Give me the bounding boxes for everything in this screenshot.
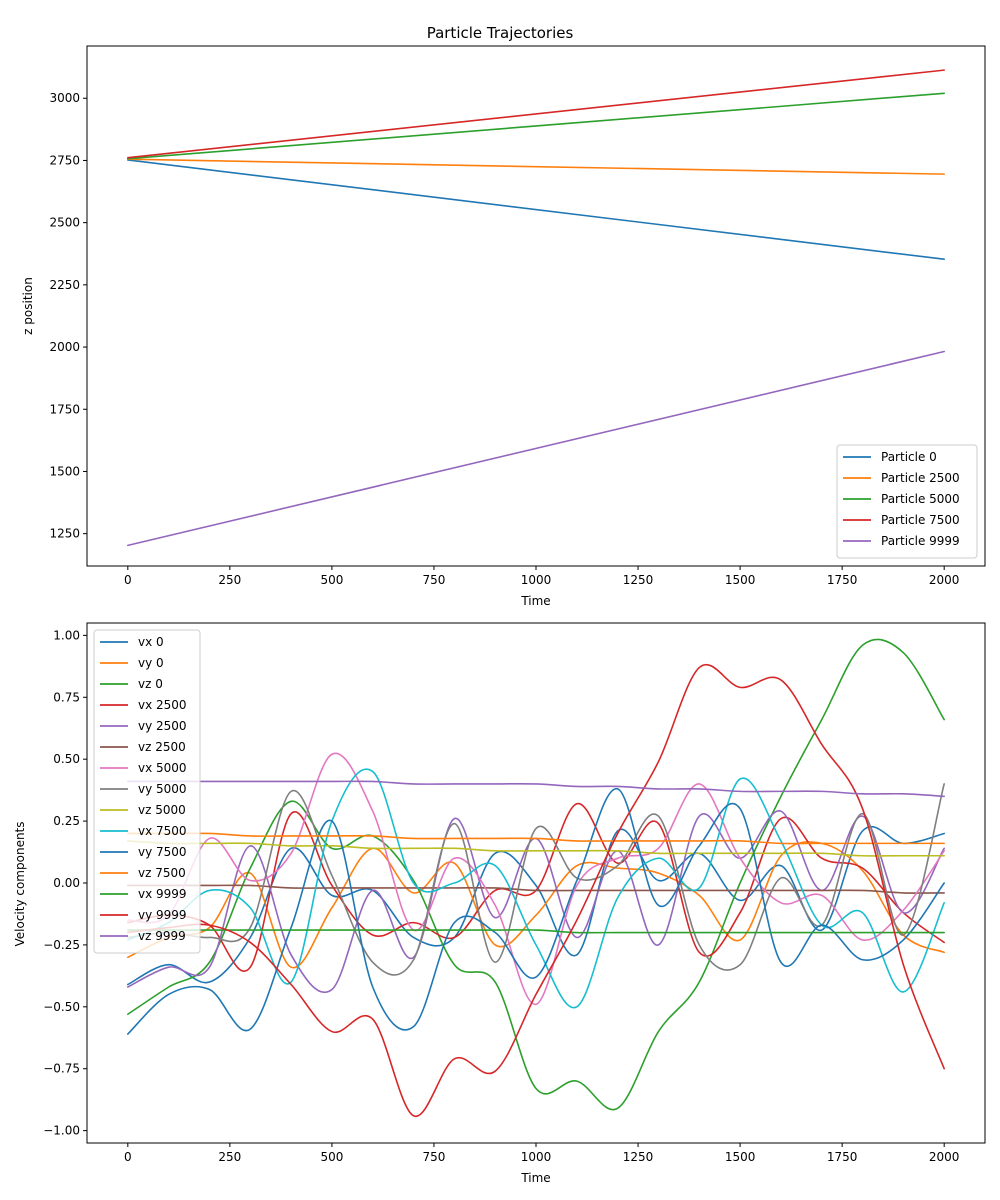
legend-frame — [836, 444, 978, 559]
legend-label: vz 9999 — [138, 929, 186, 943]
legend-label: vz 7500 — [138, 866, 186, 880]
x-tick-label: 250 — [218, 573, 241, 587]
trajectory-plot-area: 0 250 500 750 1000 1250 1500 1750 2000 1250 1500 17… — [49, 45, 986, 587]
y-tick-label: −0.75 — [43, 1062, 80, 1076]
trajectory-panel: Particle Trajectories Time z position 0 2… — [21, 24, 986, 608]
series-line-vx-2500 — [127, 802, 945, 972]
legend-label: Particle 2500 — [881, 471, 960, 485]
x-tick-label: 1250 — [623, 573, 654, 587]
legend-label: vy 5000 — [138, 782, 187, 796]
x-tick-label: 2000 — [929, 1150, 960, 1164]
x-tick-label: 500 — [320, 1150, 343, 1164]
legend-label: Particle 0 — [881, 450, 937, 464]
legend: vx 0 vy 0 vz 0 vx 2500 vy 2500 vz 2500 vx 5000… — [93, 629, 201, 954]
x-tick-label: 750 — [423, 573, 446, 587]
series-line-particle-7500 — [127, 69, 945, 159]
x-tick-label: 750 — [423, 1150, 446, 1164]
series-line-vy-9999 — [127, 664, 945, 1117]
legend-label: vy 7500 — [138, 845, 187, 859]
series-lines — [127, 69, 945, 547]
y-tick-label: −1.00 — [43, 1124, 80, 1138]
series-line-vx-5000 — [127, 752, 945, 1006]
legend-label: vz 5000 — [138, 803, 186, 817]
x-tick-label: 1250 — [623, 1150, 654, 1164]
velocity-plot-area: 0 250 500 750 1000 1250 1500 1750 2000 −1.00 −0.75… — [43, 622, 986, 1164]
legend-label: vz 0 — [138, 677, 163, 691]
x-tick-label: 1500 — [725, 573, 756, 587]
legend-label: vx 7500 — [138, 824, 187, 838]
y-tick-label: 0.50 — [53, 752, 80, 766]
legend-label: vz 2500 — [138, 740, 186, 754]
series-line-vy-5000 — [127, 783, 945, 976]
y-tick-label: 2000 — [49, 340, 80, 354]
y-tick-label: −0.25 — [43, 938, 80, 952]
series-line-vx-9999 — [127, 929, 945, 934]
x-tick-label: 250 — [218, 1150, 241, 1164]
legend-label: Particle 5000 — [881, 492, 960, 506]
legend-label: Particle 9999 — [881, 534, 960, 548]
series-line-particle-0 — [127, 159, 945, 261]
velocity-panel: Time Velocity components 0 250 500 750 1000 1… — [13, 622, 986, 1185]
y-tick-label: −0.50 — [43, 1000, 80, 1014]
y-tick-label: 1750 — [49, 402, 80, 416]
series-line-particle-2500 — [127, 158, 945, 175]
series-line-vy-2500 — [127, 810, 945, 993]
y-tick-label: 1500 — [49, 464, 80, 478]
series-line-particle-5000 — [127, 92, 945, 160]
series-lines — [127, 638, 945, 1117]
series-line-vy-7500 — [127, 788, 945, 1035]
y-tick-label: 1.00 — [53, 628, 80, 642]
legend: Particle 0 Particle 2500 Particle 5000 Part… — [836, 444, 978, 559]
x-tick-label: 0 — [124, 1150, 132, 1164]
velocity-y-axis-label: Velocity components — [13, 821, 27, 946]
legend-label: vx 9999 — [138, 887, 187, 901]
velocity-x-axis-label: Time — [520, 1171, 550, 1185]
y-tick-label: 2750 — [49, 153, 80, 167]
y-tick-label: 2250 — [49, 278, 80, 292]
legend-label: vy 0 — [138, 656, 164, 670]
legend-label: Particle 7500 — [881, 513, 960, 527]
y-tick-label: 0.00 — [53, 876, 80, 890]
legend-label: vx 0 — [138, 635, 164, 649]
series-line-vz-5000 — [127, 840, 945, 857]
x-tick-label: 2000 — [929, 573, 960, 587]
series-line-vx-7500 — [127, 768, 945, 1009]
y-tick-label: 0.25 — [53, 814, 80, 828]
legend-label: vy 9999 — [138, 908, 187, 922]
trajectory-chart-title: Particle Trajectories — [427, 24, 574, 42]
trajectory-x-axis-label: Time — [520, 594, 550, 608]
legend-label: vx 2500 — [138, 698, 187, 712]
trajectory-y-axis-label: z position — [21, 277, 35, 335]
x-tick-label: 1750 — [827, 1150, 858, 1164]
x-tick-label: 1500 — [725, 1150, 756, 1164]
legend-label: vx 5000 — [138, 761, 187, 775]
y-tick-label: 3000 — [49, 91, 80, 105]
x-tick-label: 1000 — [521, 1150, 552, 1164]
x-tick-label: 500 — [320, 573, 343, 587]
x-tick-label: 1750 — [827, 573, 858, 587]
y-tick-label: 1250 — [49, 527, 80, 541]
legend-label: vy 2500 — [138, 719, 187, 733]
x-tick-label: 0 — [124, 573, 132, 587]
series-line-particle-9999 — [127, 350, 945, 547]
series-line-vz-7500 — [127, 832, 945, 845]
y-tick-label: 2500 — [49, 216, 80, 230]
series-line-vz-2500 — [127, 884, 945, 894]
x-tick-label: 1000 — [521, 573, 552, 587]
y-tick-label: 0.75 — [53, 690, 80, 704]
series-line-vz-9999 — [127, 780, 945, 798]
